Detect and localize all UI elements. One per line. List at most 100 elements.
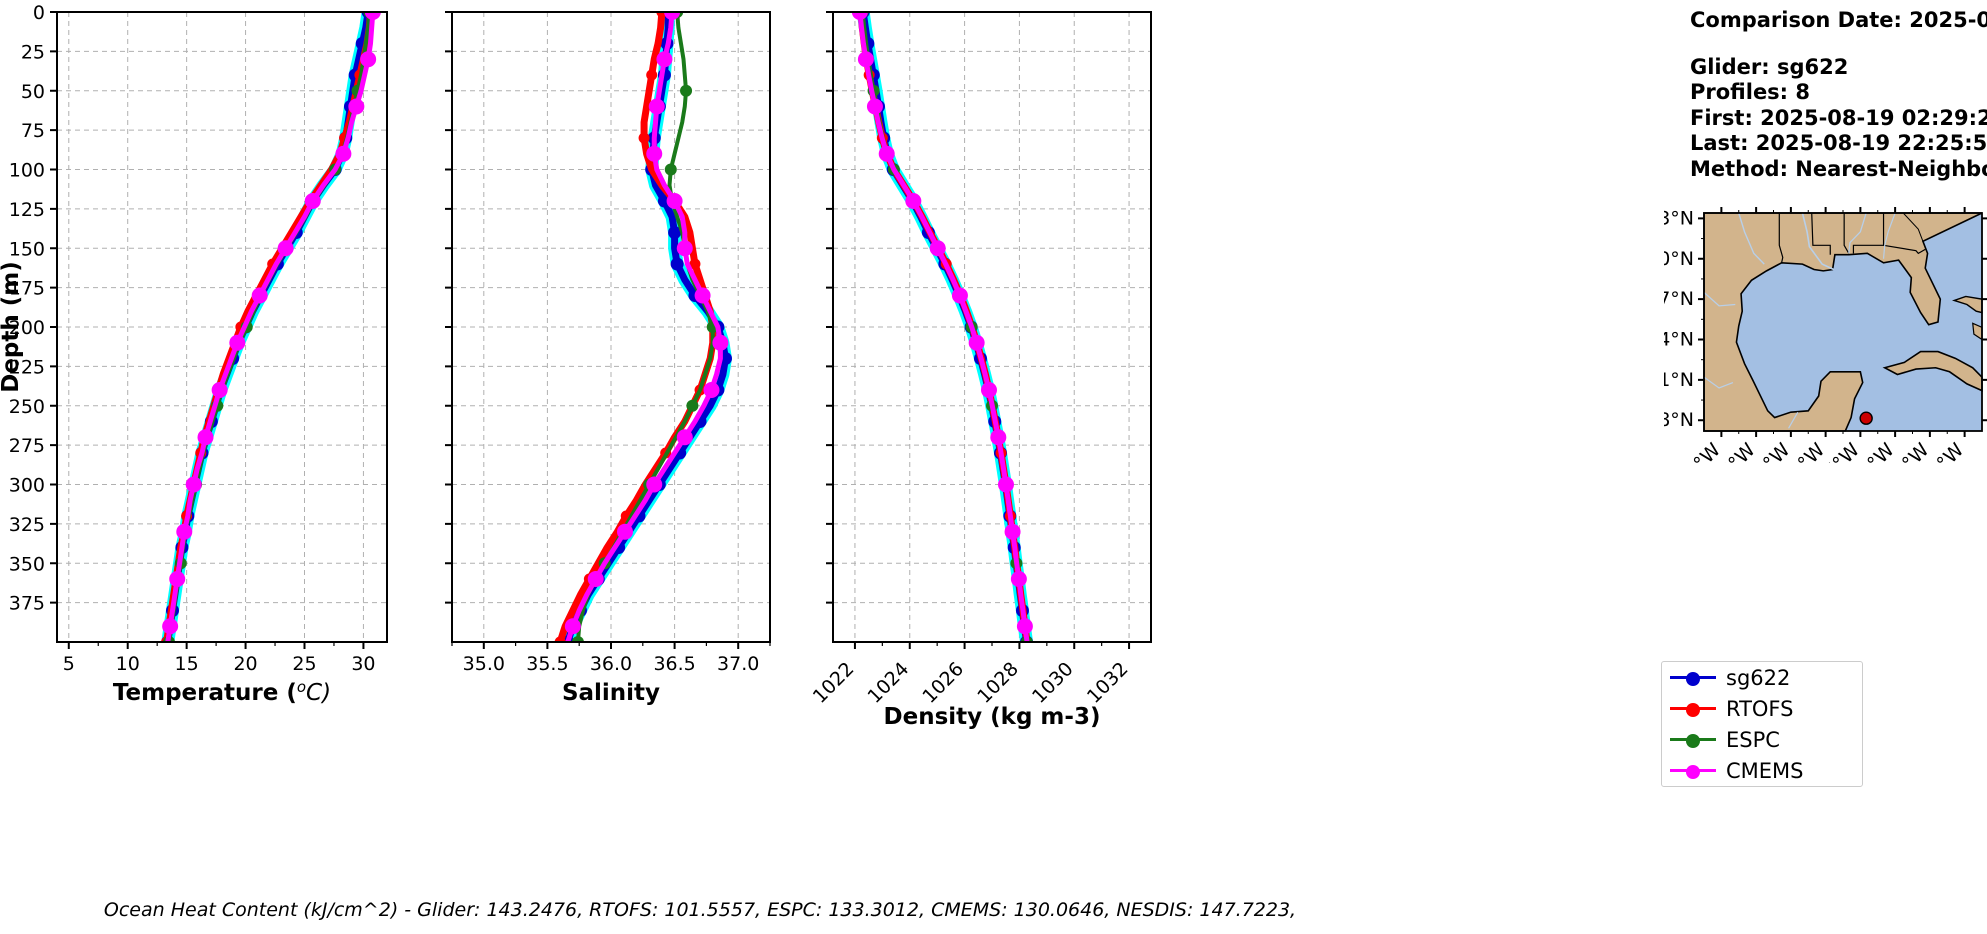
y-tick-label: 25	[21, 41, 45, 63]
x-tick-label: 20	[233, 653, 257, 675]
series-marker-RTOFS	[638, 132, 650, 144]
series-marker-CMEMS	[197, 429, 214, 446]
map-land-north-america	[1703, 212, 1983, 432]
series-marker-CMEMS	[980, 382, 997, 398]
legend-item-ESPC[interactable]: ESPC	[1662, 724, 1862, 755]
map-state-border-la-ms	[1811, 212, 1831, 255]
x-tick-label: 15	[175, 653, 199, 675]
map-state-border-al-fl	[1852, 213, 1885, 254]
panel-1: 35.0 35.5 36.0 36.5 37.0 Salinity	[392, 0, 830, 706]
y-tick-label: 75	[21, 120, 45, 142]
series-marker-CMEMS	[703, 382, 720, 398]
series-marker-sg622	[670, 257, 684, 271]
legend-marker-dot	[1686, 734, 1700, 748]
map-state-border-tx-la	[1778, 213, 1784, 263]
map-river-panuco	[1703, 376, 1734, 389]
map-river-rio-grande	[1703, 291, 1736, 307]
map-lat-label: 21°N	[1664, 369, 1694, 391]
map-river-apalachicola	[1882, 212, 1896, 259]
series-marker-CMEMS	[162, 618, 179, 635]
legend-line-swatch	[1670, 734, 1716, 748]
spacer	[1690, 34, 1987, 55]
map-river-brazos	[1738, 212, 1765, 265]
legend-label: CMEMS	[1726, 758, 1804, 783]
metadata-panel: Comparison Date: 2025-08-19 Glider: sg62…	[1690, 8, 1987, 182]
series-marker-CMEMS	[646, 476, 663, 493]
y-tick-label: 175	[9, 278, 45, 300]
x-tick-label: 25	[292, 653, 316, 675]
x-tick-label: 36.5	[653, 653, 695, 675]
map-lon-label: 99°W	[1672, 439, 1725, 463]
series-marker-CMEMS	[694, 287, 711, 304]
map-svg: 33°N30°N27°N24°N21°N18°N99°W96°W93°W90°W…	[1646, 207, 1987, 492]
x-tick-label: 35.5	[526, 653, 568, 675]
series-marker-CMEMS	[905, 193, 922, 209]
y-tick-label: 325	[9, 514, 45, 536]
y-tick-label: 0	[33, 2, 45, 24]
clip-top	[412, 0, 810, 12]
map-river-mississippi	[1801, 212, 1835, 271]
y-tick-label: 350	[9, 553, 45, 575]
series-marker-ESPC	[680, 84, 693, 97]
x-tick-label: 35.0	[463, 653, 505, 675]
x-axis-label: Density (kg m-3)	[884, 704, 1101, 730]
y-tick-label: 300	[9, 475, 45, 497]
y-tick-label: 375	[9, 593, 45, 615]
y-tick-label: 50	[21, 81, 45, 103]
comparison-date: Comparison Date: 2025-08-19	[1690, 8, 1987, 32]
series-marker-CMEMS	[176, 523, 193, 540]
legend-marker-dot	[1686, 672, 1700, 686]
series-marker-CMEMS	[1004, 523, 1021, 540]
series-marker-CMEMS	[866, 98, 883, 115]
series-marker-CMEMS	[997, 476, 1014, 493]
legend-line-swatch	[1670, 703, 1716, 717]
series-marker-CMEMS	[646, 145, 663, 162]
series-marker-CMEMS	[676, 240, 693, 257]
map-lat-label: 24°N	[1664, 328, 1694, 350]
series-marker-CMEMS	[968, 334, 985, 351]
legend-item-sg622[interactable]: sg622	[1662, 662, 1862, 693]
map-lat-label: 30°N	[1664, 248, 1694, 270]
series-marker-CMEMS	[712, 334, 729, 351]
map-state-border-ga-fl	[1883, 244, 1926, 255]
legend-line-swatch	[1670, 672, 1716, 686]
series-marker-CMEMS	[1016, 618, 1033, 635]
series-marker-CMEMS	[666, 193, 683, 209]
profile-panels: 5 10 15 20 25 3002550751001251501752002252502…	[0, 0, 1211, 730]
series-marker-CMEMS	[929, 240, 946, 257]
clip-bottom	[793, 642, 1191, 702]
map-lat-label: 18°N	[1664, 409, 1694, 431]
series-marker-CMEMS	[251, 287, 268, 304]
y-tick-label: 100	[9, 160, 45, 182]
series-marker-CMEMS	[360, 51, 377, 68]
legend-marker-dot	[1686, 703, 1700, 717]
clip-right	[1151, 2, 1211, 652]
x-tick-label: 30	[351, 653, 375, 675]
legend-line-swatch	[1670, 765, 1716, 779]
y-tick-label: 125	[9, 199, 45, 221]
map-state-border-ms-al	[1843, 213, 1850, 254]
x-tick-label: 10	[116, 653, 140, 675]
ohc-caption: Ocean Heat Content (kJ/cm^2) - Glider: 1…	[103, 899, 1297, 921]
legend-item-CMEMS[interactable]: CMEMS	[1662, 755, 1862, 786]
legend-item-RTOFS[interactable]: RTOFS	[1662, 693, 1862, 724]
series-marker-ESPC	[686, 399, 699, 412]
x-tick-label: 36.0	[590, 653, 632, 675]
y-tick-label: 225	[9, 356, 45, 378]
clip-bottom	[412, 642, 810, 702]
series-marker-CMEMS	[587, 571, 604, 587]
x-tick-label: 5	[63, 653, 75, 675]
series-marker-CMEMS	[564, 618, 581, 635]
series-marker-RTOFS	[646, 69, 658, 81]
series-marker-CMEMS	[169, 571, 186, 587]
clip-bottom	[17, 642, 427, 702]
y-tick-label: 150	[9, 238, 45, 260]
series-marker-CMEMS	[335, 145, 352, 162]
last-timestamp: Last: 2025-08-19 22:25:55	[1690, 131, 1987, 155]
legend-label: ESPC	[1726, 727, 1780, 752]
legend-label: RTOFS	[1726, 696, 1794, 721]
series-marker-ESPC	[664, 163, 677, 176]
first-timestamp: First: 2025-08-19 02:29:25	[1690, 105, 1987, 130]
clip-left	[0, 2, 57, 652]
